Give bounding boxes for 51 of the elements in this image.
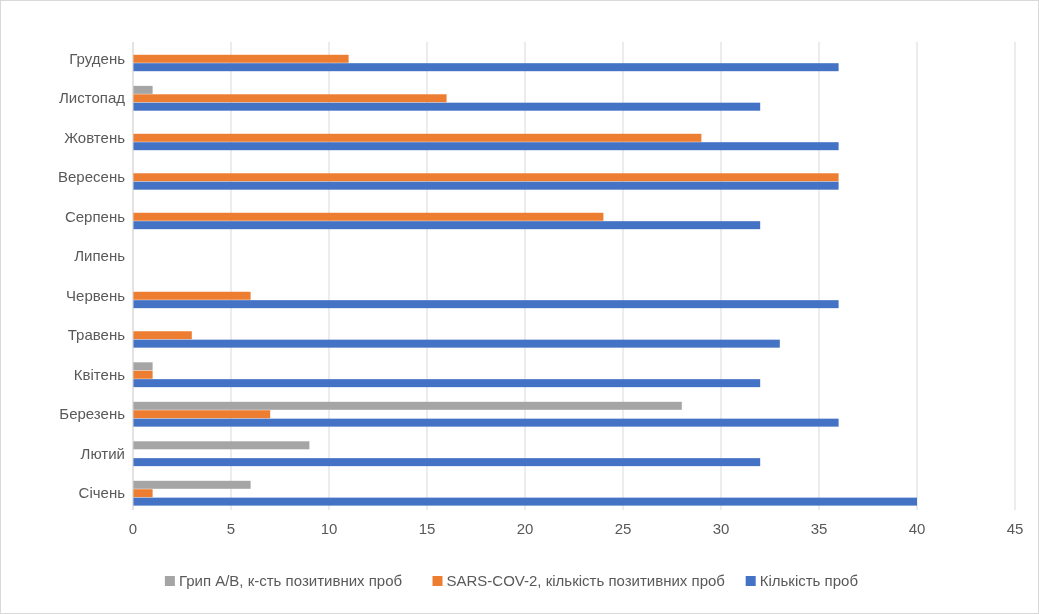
bar (133, 379, 761, 388)
y-tick-label: Червень (66, 286, 126, 304)
legend-label: Грип А/В, к-сть позитивних проб (178, 572, 403, 589)
bar (133, 339, 780, 348)
y-tick-label: Січень (78, 484, 126, 502)
bar (133, 102, 761, 111)
x-tick-label: 35 (810, 520, 828, 537)
x-tick-label: 25 (614, 520, 632, 537)
y-tick-label: Вересень (58, 168, 126, 186)
y-tick-label: Березень (59, 405, 126, 423)
y-tick-label: Грудень (69, 49, 126, 67)
bar (133, 94, 447, 103)
bar (133, 480, 251, 489)
bar (133, 497, 917, 506)
legend-label: SARS-COV-2, кількість позитивних проб (446, 572, 725, 589)
bar (133, 173, 839, 182)
bar (133, 133, 702, 142)
bar (133, 458, 761, 467)
bar (133, 401, 682, 410)
bar (133, 410, 271, 419)
y-tick-label: Серпень (64, 207, 126, 225)
x-tick-label: 5 (226, 520, 236, 537)
bar (133, 63, 839, 72)
x-tick-label: 15 (418, 520, 436, 537)
y-tick-label: Лютий (80, 444, 125, 462)
y-tick-label: Квітень (73, 365, 126, 383)
bar (133, 142, 839, 151)
bar (133, 362, 153, 371)
x-tick-label: 20 (516, 520, 534, 537)
x-tick-label: 30 (712, 520, 730, 537)
bar (133, 212, 604, 221)
x-tick-label: 45 (1006, 520, 1024, 537)
bar (133, 489, 153, 498)
bar (133, 221, 761, 230)
bar (133, 54, 349, 63)
y-tick-label: Жовтень (64, 128, 126, 146)
bar (133, 370, 153, 379)
bar (133, 300, 839, 309)
y-tick-label: Травень (67, 326, 126, 344)
bar (133, 291, 251, 300)
bar (133, 331, 192, 340)
bar (133, 181, 839, 190)
y-tick-label: Липень (74, 247, 126, 265)
y-tick-label: Листопад (59, 89, 126, 107)
x-tick-label: 40 (908, 520, 926, 537)
x-tick-label: 0 (128, 520, 138, 537)
bar (133, 441, 310, 450)
bar (133, 418, 839, 427)
x-tick-label: 10 (320, 520, 338, 537)
legend-label: Кількість проб (759, 572, 858, 589)
bar (133, 85, 153, 94)
